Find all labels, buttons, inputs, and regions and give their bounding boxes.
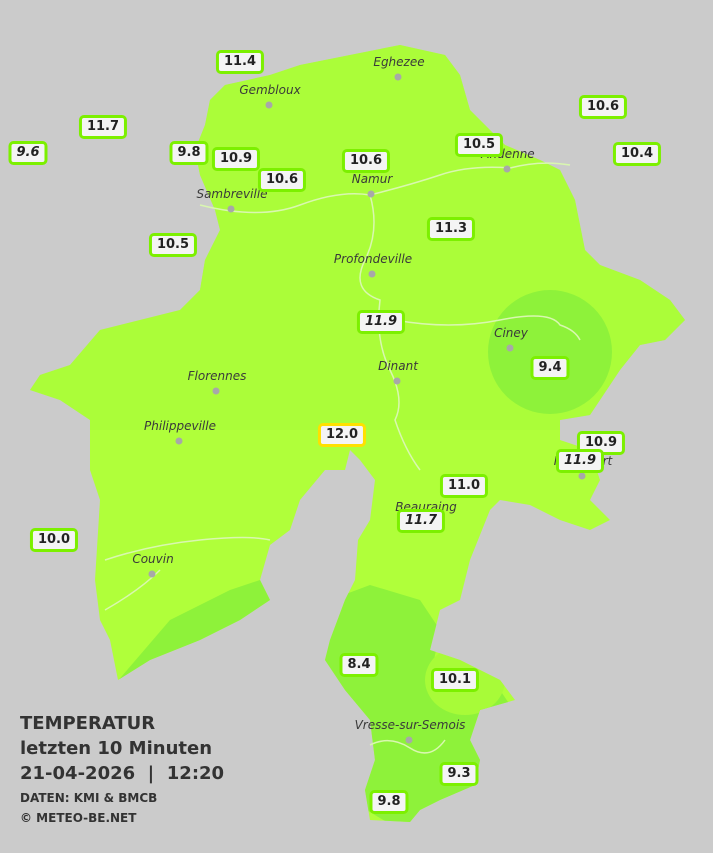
city-label: Eghezee [373, 55, 424, 69]
city-dot [368, 270, 376, 278]
city-dot [212, 387, 220, 395]
city-label: Ciney [494, 326, 529, 340]
city-dot [506, 344, 514, 352]
city-label: Sambreville [196, 187, 267, 201]
city-dot [367, 190, 375, 198]
legend-period: letzten 10 Minuten [20, 738, 213, 759]
station-temperature: 9.8 [169, 141, 209, 165]
city-dot [393, 377, 401, 385]
station-temperature: 12.0 [317, 423, 367, 447]
city-label: Philippeville [144, 419, 216, 433]
station-temperature: 10.4 [612, 142, 662, 166]
city-label: Florennes [188, 369, 247, 383]
station-temperature: 11.7 [78, 115, 128, 139]
station-temperature: 9.8 [369, 790, 409, 814]
station-temperature: 11.7 [396, 509, 446, 533]
city-label: Couvin [132, 552, 173, 566]
station-temperature: 10.5 [148, 233, 198, 257]
city-label: Namur [352, 172, 394, 186]
station-temperature: 10.5 [454, 133, 504, 157]
station-temperature: 11.9 [555, 449, 605, 473]
city-dot [148, 570, 156, 578]
station-temperature: 10.1 [430, 668, 480, 692]
station-temperature: 10.6 [578, 95, 628, 119]
station-temperature: 11.3 [426, 217, 476, 241]
station-temperature: 8.4 [339, 653, 379, 677]
city-dot [405, 736, 413, 744]
legend-datetime: 21-04-2026 | 12:20 [20, 763, 225, 784]
city-label: Dinant [378, 359, 419, 373]
city-dot [394, 73, 402, 81]
city-dot [175, 437, 183, 445]
city-dot [265, 101, 273, 109]
city-dot [227, 205, 235, 213]
station-temperature: 9.4 [530, 356, 570, 380]
city-label: Vresse-sur-Semois [355, 718, 466, 732]
station-temperature: 11.4 [215, 50, 265, 74]
station-temperature: 11.0 [439, 474, 489, 498]
legend-title: TEMPERATUR [20, 713, 156, 734]
city-label: Gembloux [239, 83, 301, 97]
station-temperature: 10.0 [29, 528, 79, 552]
station-temperature: 9.6 [8, 141, 48, 165]
legend-copyright: © METEO-BE.NET [20, 811, 137, 825]
city-label: Profondeville [334, 252, 412, 266]
station-temperature: 9.3 [439, 762, 479, 786]
station-temperature: 10.9 [211, 147, 261, 171]
city-dot [503, 165, 511, 173]
station-temperature: 10.6 [341, 149, 391, 173]
station-temperature: 11.9 [356, 310, 406, 334]
legend-source: DATEN: KMI & BMCB [20, 791, 158, 805]
city-dot [578, 472, 586, 480]
station-temperature: 10.6 [257, 168, 307, 192]
